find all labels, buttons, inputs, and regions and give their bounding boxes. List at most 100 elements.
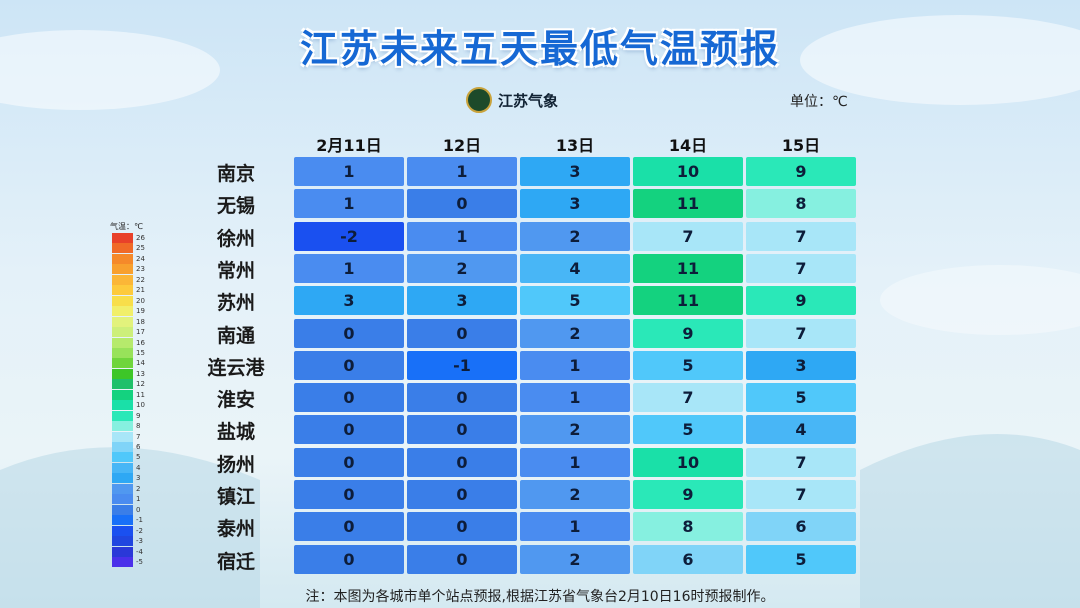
unit: 单位：℃ — [790, 94, 848, 110]
legend-label: 16 — [136, 338, 145, 347]
cell: 5 — [746, 544, 856, 574]
city-label: 徐州 — [216, 227, 255, 250]
city-label: 连云港 — [207, 356, 265, 379]
legend-swatch — [112, 431, 133, 442]
legend-swatch — [112, 410, 133, 421]
legend-swatch — [112, 327, 133, 338]
legend-swatch — [112, 525, 133, 536]
cell: 0 — [407, 318, 517, 348]
cell: 5 — [746, 383, 856, 413]
city-label: 苏州 — [216, 292, 255, 315]
logo-icon — [466, 87, 492, 113]
cell: 3 — [407, 286, 517, 316]
cell: 2 — [520, 221, 630, 251]
city-label: 扬州 — [216, 453, 255, 476]
legend-swatch — [112, 358, 133, 369]
legend-label: 3 — [136, 474, 141, 483]
legend-swatch — [112, 483, 133, 494]
legend-label: 21 — [136, 286, 145, 295]
cell: 0 — [407, 544, 517, 574]
cell: 5 — [633, 415, 743, 445]
cell: 8 — [746, 189, 856, 219]
title: 江苏未来五天最低气温预报 — [299, 27, 780, 71]
city-label: 南通 — [216, 324, 255, 347]
legend-label: 0 — [136, 505, 141, 514]
legend-swatch — [112, 253, 133, 264]
cell: 4 — [520, 253, 630, 283]
legend-swatch — [112, 379, 133, 390]
cell: 2 — [520, 318, 630, 348]
cell: 5 — [633, 350, 743, 380]
cell: 7 — [746, 447, 856, 477]
legend-label: 24 — [136, 254, 145, 263]
cell: 7 — [633, 383, 743, 413]
legend-swatch — [112, 462, 133, 473]
legend-label: 8 — [136, 422, 141, 431]
legend-label: 13 — [136, 369, 145, 378]
legend-swatch — [112, 515, 133, 526]
city-label: 宿迁 — [216, 550, 255, 573]
cell: 6 — [746, 512, 856, 542]
legend-label: -3 — [136, 537, 143, 546]
cell: 3 — [294, 286, 404, 316]
city-label: 常州 — [216, 259, 255, 282]
legend-label: 25 — [136, 244, 145, 253]
city-label: 镇江 — [216, 486, 255, 508]
legend-label: -4 — [136, 547, 143, 556]
legend-swatch — [112, 295, 133, 306]
legend-swatch — [112, 285, 133, 296]
cell: 0 — [294, 383, 404, 413]
cell: 0 — [407, 447, 517, 477]
cell: 10 — [633, 157, 743, 186]
legend-label: 12 — [136, 380, 145, 389]
legend-swatch — [112, 389, 133, 400]
cell: 0 — [407, 512, 517, 542]
cell: 0 — [294, 544, 404, 574]
cell: 3 — [520, 157, 630, 186]
cell: 0 — [294, 318, 404, 348]
legend-label: 4 — [136, 463, 141, 472]
legend-label: 15 — [136, 348, 145, 357]
cell: 2 — [407, 253, 517, 283]
cell: 0 — [294, 480, 404, 509]
cell: 0 — [294, 447, 404, 477]
legend-swatch — [112, 316, 133, 327]
cell: 1 — [294, 189, 404, 219]
legend-swatch — [112, 546, 133, 557]
cell: 2 — [520, 544, 630, 574]
cell: 9 — [746, 286, 856, 316]
column-header: 2月11日 — [316, 136, 382, 155]
legend-swatch — [112, 536, 133, 547]
column-header: 15日 — [781, 136, 821, 155]
city-label: 泰州 — [216, 518, 255, 541]
legend-label: 11 — [136, 390, 145, 399]
cell: 4 — [746, 415, 856, 445]
cell: 3 — [520, 189, 630, 219]
cell: -1 — [407, 350, 517, 380]
cell: 1 — [520, 512, 630, 542]
cell: 0 — [407, 189, 517, 219]
legend-swatch — [112, 233, 133, 243]
legend-label: 20 — [136, 296, 145, 305]
column-header: 14日 — [668, 136, 708, 155]
cell: 2 — [520, 415, 630, 445]
cell: 7 — [633, 221, 743, 251]
cell: 0 — [407, 383, 517, 413]
cell: 2 — [520, 480, 630, 509]
cell: 0 — [294, 512, 404, 542]
cell: -2 — [294, 221, 404, 251]
legend-title: 气温：℃ — [110, 222, 143, 231]
cell: 9 — [633, 480, 743, 509]
legend-label: 9 — [136, 411, 141, 420]
legend-swatch — [112, 473, 133, 484]
cell: 6 — [633, 544, 743, 574]
city-label: 南京 — [216, 163, 255, 185]
legend-label: 10 — [136, 401, 145, 410]
cell: 3 — [746, 350, 856, 380]
legend-swatch — [112, 368, 133, 379]
legend-label: 23 — [136, 265, 145, 274]
cell: 1 — [520, 383, 630, 413]
cell: 1 — [520, 447, 630, 477]
legend-label: -5 — [136, 557, 143, 566]
cell: 5 — [520, 286, 630, 316]
